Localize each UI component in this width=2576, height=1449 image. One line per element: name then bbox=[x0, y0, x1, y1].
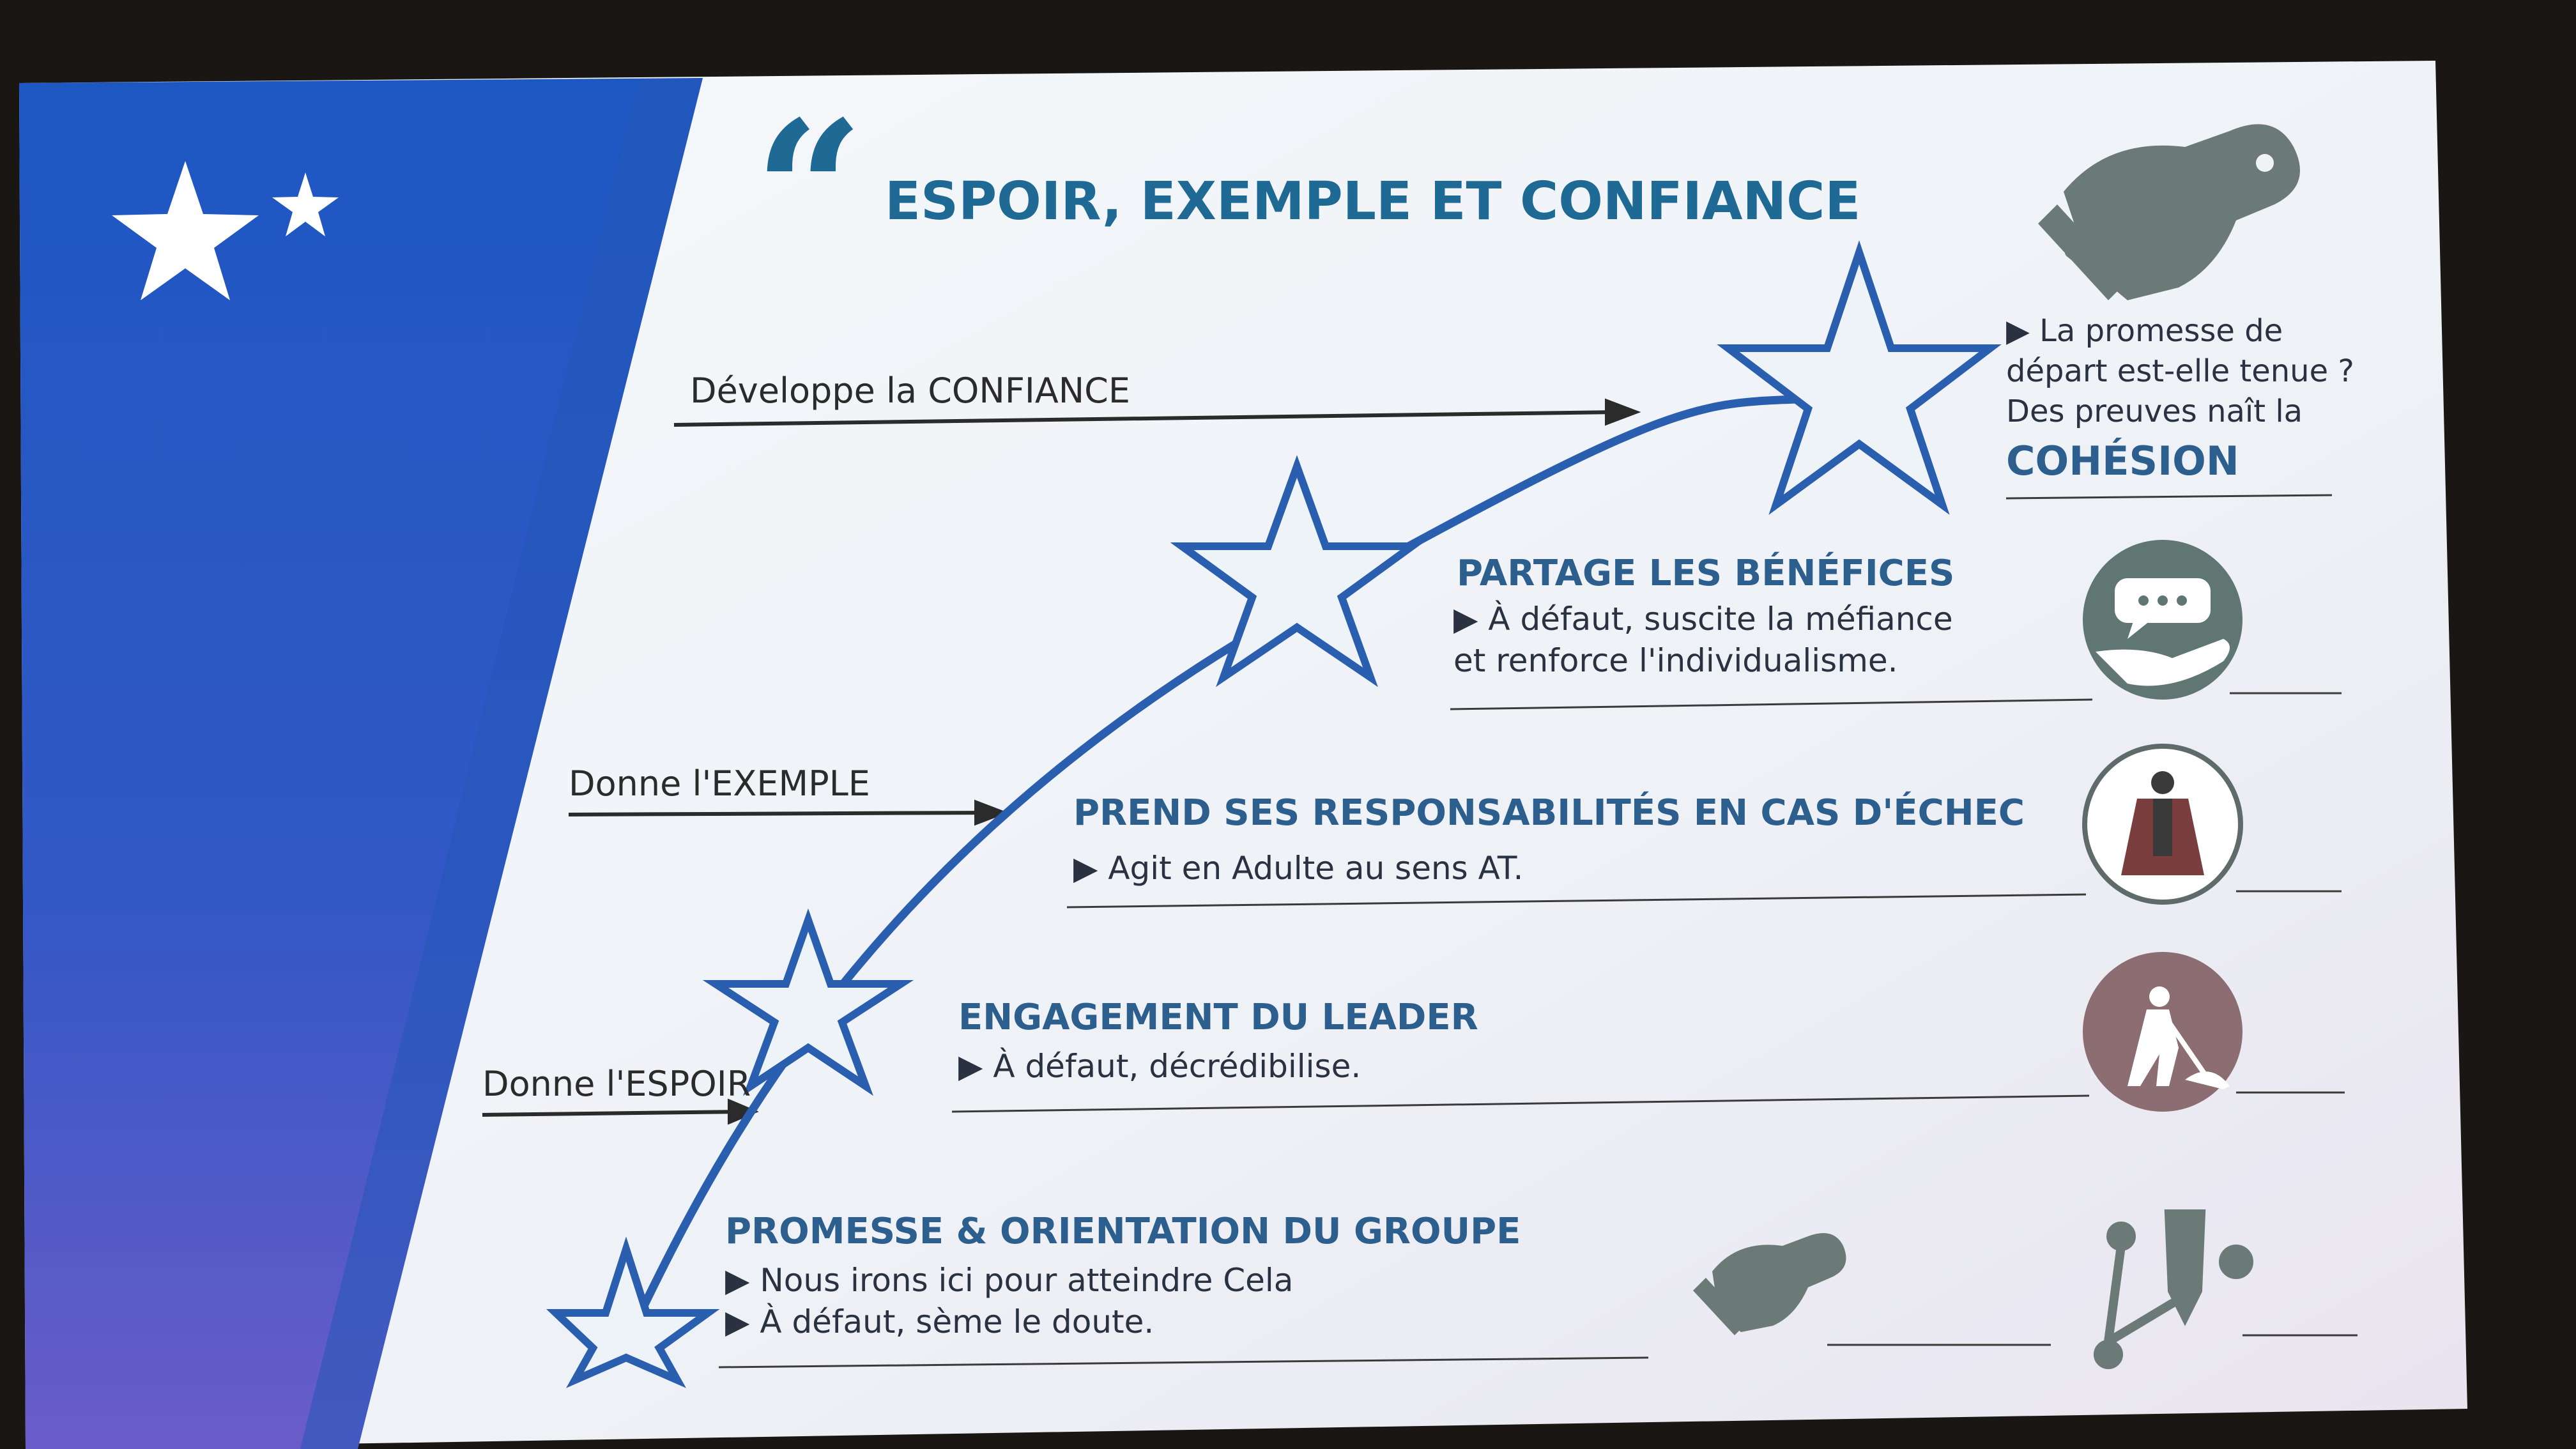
step-heading-partage: PARTAGE LES BÉNÉFICES bbox=[1457, 553, 1955, 594]
underlines bbox=[718, 494, 2358, 1368]
panel-edge-stripe bbox=[300, 78, 703, 1449]
note-line: Des preuves naît la bbox=[2006, 394, 2303, 429]
note-line: ▶ La promesse de bbox=[2006, 313, 2283, 349]
step-line: ▶ À défaut, décrédibilise. bbox=[958, 1048, 1361, 1085]
milestone-star-3-icon bbox=[1170, 455, 1424, 687]
handshake-icon bbox=[2038, 124, 2300, 301]
label-exemple: Donne l'EXEMPLE bbox=[569, 763, 870, 804]
path-pencil-icon bbox=[2094, 1209, 2253, 1369]
step-line: et renforce l'individualisme. bbox=[1453, 642, 1898, 679]
quote-mark-icon: “ bbox=[754, 79, 864, 304]
note-line: départ est-elle tenue ? bbox=[2006, 353, 2354, 389]
step-line: ▶ Nous irons ici pour atteindre Cela bbox=[725, 1262, 1294, 1299]
label-espoir: Donne l'ESPOIR bbox=[482, 1064, 751, 1104]
step-heading-responsabilites: PREND SES RESPONSABILITÉS EN CAS D'ÉCHEC bbox=[1073, 792, 2025, 834]
step-heading-promesse: PROMESSE & ORIENTATION DU GROUPE bbox=[725, 1211, 1521, 1252]
step-line: ▶ À défaut, suscite la méfiance bbox=[1453, 601, 1953, 638]
slide-title: ESPOIR, EXEMPLE ET CONFIANCE bbox=[885, 171, 1861, 232]
arrows bbox=[482, 398, 1641, 1125]
speech-hand-icon bbox=[2083, 540, 2242, 700]
label-confiance: Développe la CONFIANCE bbox=[690, 371, 1130, 411]
step-line: ▶ À défaut, sème le doute. bbox=[725, 1303, 1154, 1340]
milestone-star-4-icon bbox=[1717, 240, 2002, 515]
milestone-star-2-icon bbox=[702, 908, 914, 1096]
handshake-small-icon bbox=[1693, 1233, 1846, 1335]
milestone-star-1-icon bbox=[546, 1236, 720, 1388]
note-cohesion: COHÉSION bbox=[2006, 438, 2239, 484]
step-heading-engagement: ENGAGEMENT DU LEADER bbox=[958, 997, 1478, 1038]
step-line: ▶ Agit en Adulte au sens AT. bbox=[1073, 850, 1524, 887]
decor-stars-icon bbox=[112, 161, 339, 300]
hero-cape-icon bbox=[2082, 744, 2243, 905]
blue-side-panel bbox=[19, 78, 703, 1449]
worker-digging-icon bbox=[2083, 952, 2242, 1112]
